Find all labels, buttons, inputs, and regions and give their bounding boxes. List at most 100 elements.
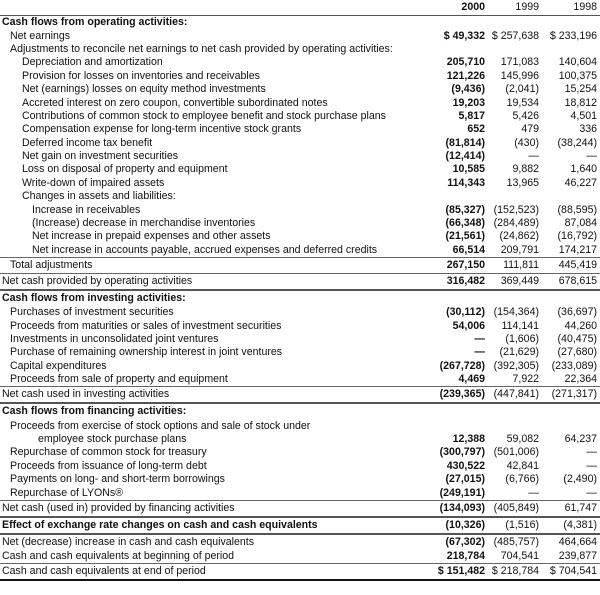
row-label: Depreciation and amortization bbox=[22, 56, 163, 69]
table-row: Net increase in prepaid expenses and oth… bbox=[0, 230, 600, 243]
row-label: Provision for losses on inventories and … bbox=[22, 69, 260, 82]
section-heading-row: Cash flows from financing activities: bbox=[0, 403, 600, 419]
row-label: Net earnings bbox=[10, 29, 71, 42]
value-1999: 704,541 bbox=[500, 549, 539, 562]
value-1998: 22,364 bbox=[564, 373, 597, 386]
value-2000: 19,203 bbox=[452, 96, 485, 109]
value-1998 bbox=[541, 290, 600, 306]
value-1999: (152,523) bbox=[493, 203, 539, 216]
value-1998: 1,640 bbox=[570, 163, 597, 176]
row-label: Net (earnings) losses on equity method i… bbox=[22, 83, 266, 96]
value-1998: 44,260 bbox=[564, 319, 597, 332]
value-1999 bbox=[487, 419, 541, 432]
table-row: Repurchase of common stock for treasury (… bbox=[0, 446, 600, 459]
row-label: Repurchase of common stock for treasury bbox=[10, 446, 207, 459]
value-2000: (67,302) bbox=[445, 535, 485, 548]
table-row: Payments on long- and short-term borrowi… bbox=[0, 473, 600, 486]
row-label: Net cash used in investing activities bbox=[0, 386, 430, 405]
value-2000 bbox=[430, 403, 487, 419]
value-2000: 114,343 bbox=[447, 176, 485, 189]
value-2000: 5,817 bbox=[458, 109, 485, 122]
row-label: Compensation expense for long-term incen… bbox=[22, 123, 302, 136]
value-1998: — bbox=[586, 150, 597, 163]
table-row: Net (decrease) increase in cash and cash… bbox=[0, 534, 600, 550]
row-label: (Increase) decrease in merchandise inven… bbox=[32, 217, 256, 230]
value-2000: (30,112) bbox=[446, 306, 485, 319]
value-1998: — bbox=[586, 459, 597, 472]
table-row: Total adjustments 267,150 111,811 445,419 bbox=[0, 257, 600, 274]
value-1998: 140,604 bbox=[558, 56, 597, 69]
year-header-2000: 2000 bbox=[430, 0, 487, 16]
row-label: Proceeds from sale of property and equip… bbox=[10, 373, 228, 386]
value-2000: (12,414) bbox=[445, 150, 485, 163]
value-1999: 42,841 bbox=[506, 459, 539, 472]
row-label: Repurchase of LYONs® bbox=[10, 486, 124, 499]
value-2000: (300,797) bbox=[439, 446, 485, 459]
value-1999: 145,996 bbox=[500, 69, 539, 82]
table-row: Write-down of impaired assets 114,343 13,9… bbox=[0, 177, 600, 190]
table-row: Depreciation and amortization 205,710 171,… bbox=[0, 56, 600, 69]
table-row: Proceeds from sale of property and equip… bbox=[0, 373, 600, 387]
value-2000 bbox=[430, 16, 487, 30]
table-row: Adjustments to reconcile net earnings to… bbox=[0, 43, 600, 56]
value-2000 bbox=[430, 419, 487, 432]
value-1999: — bbox=[528, 150, 539, 163]
value-1998 bbox=[541, 403, 600, 419]
row-label: Payments on long- and short-term borrowi… bbox=[10, 473, 225, 486]
value-1998: (36,697) bbox=[557, 306, 597, 319]
value-1998: 15,254 bbox=[564, 83, 597, 96]
header-blank bbox=[0, 0, 430, 16]
table-row: employee stock purchase plans 12,388 59,08… bbox=[0, 433, 600, 446]
value-2000: 54,006 bbox=[452, 319, 485, 332]
value-1999: 59,082 bbox=[506, 432, 539, 445]
row-label: Proceeds from issuance of long-term debt bbox=[10, 459, 207, 472]
value-1999: (24,862) bbox=[499, 230, 539, 243]
row-label: employee stock purchase plans bbox=[38, 432, 187, 445]
table-row: Net (earnings) losses on equity method i… bbox=[0, 83, 600, 96]
table-row: Compensation expense for long-term incen… bbox=[0, 123, 600, 136]
value-1998: 464,664 bbox=[558, 535, 597, 548]
value-1998: (16,792) bbox=[557, 230, 597, 243]
row-label: Proceeds from maturities or sales of inv… bbox=[10, 319, 282, 332]
table-row: Deferred income tax benefit (81,814) (430)… bbox=[0, 137, 600, 150]
value-1998 bbox=[541, 43, 600, 56]
table-row: Accreted interest on zero coupon, conver… bbox=[0, 96, 600, 109]
value-2000: — bbox=[474, 333, 485, 345]
value-1998: (233,089) bbox=[551, 359, 597, 372]
value-1999 bbox=[487, 190, 541, 203]
row-label: Deferred income tax benefit bbox=[22, 136, 153, 149]
value-1998: 4,501 bbox=[570, 109, 597, 122]
value-1998 bbox=[541, 190, 600, 203]
value-1999: (284,489) bbox=[493, 217, 539, 230]
value-2000: 121,226 bbox=[446, 69, 485, 82]
value-1999: (6,766) bbox=[505, 473, 539, 486]
value-2000: (66,348) bbox=[445, 217, 485, 230]
table-row: Purchase of remaining ownership interest… bbox=[0, 346, 600, 359]
value-1999 bbox=[487, 43, 541, 56]
value-1998 bbox=[541, 16, 600, 30]
value-1999 bbox=[487, 290, 541, 306]
row-label: Net cash (used in) provided by financing… bbox=[0, 499, 430, 518]
value-1999: 111,811 bbox=[487, 257, 541, 274]
value-1998: (271,317) bbox=[541, 386, 600, 405]
value-1998: 239,877 bbox=[558, 549, 597, 562]
table-row: Effect of exchange rate changes on cash … bbox=[0, 516, 600, 535]
row-label: Total adjustments bbox=[0, 257, 430, 274]
value-1999: (485,757) bbox=[493, 535, 539, 548]
year-header-1999: 1999 bbox=[487, 0, 541, 16]
table-row: Net cash (used in) provided by financing… bbox=[0, 499, 600, 518]
table-row: Net increase in accounts payable, accrue… bbox=[0, 244, 600, 258]
value-1999: (2,041) bbox=[505, 83, 539, 96]
value-2000: (85,327) bbox=[445, 203, 485, 216]
value-1999: 209,791 bbox=[500, 243, 539, 256]
value-1998: (40,475) bbox=[557, 333, 597, 345]
row-label: Adjustments to reconcile net earnings to… bbox=[10, 42, 393, 55]
value-1998: $ 233,196 bbox=[549, 29, 597, 42]
value-2000: 430,522 bbox=[446, 459, 485, 472]
value-1999: (447,841) bbox=[487, 386, 541, 405]
value-2000: (21,561) bbox=[445, 230, 485, 243]
value-1999: (21,629) bbox=[499, 346, 539, 359]
row-label: Changes in assets and liabilities: bbox=[22, 190, 176, 203]
row-label: Investments in unconsolidated joint vent… bbox=[10, 333, 219, 345]
table-row: Contributions of common stock to employe… bbox=[0, 110, 600, 123]
